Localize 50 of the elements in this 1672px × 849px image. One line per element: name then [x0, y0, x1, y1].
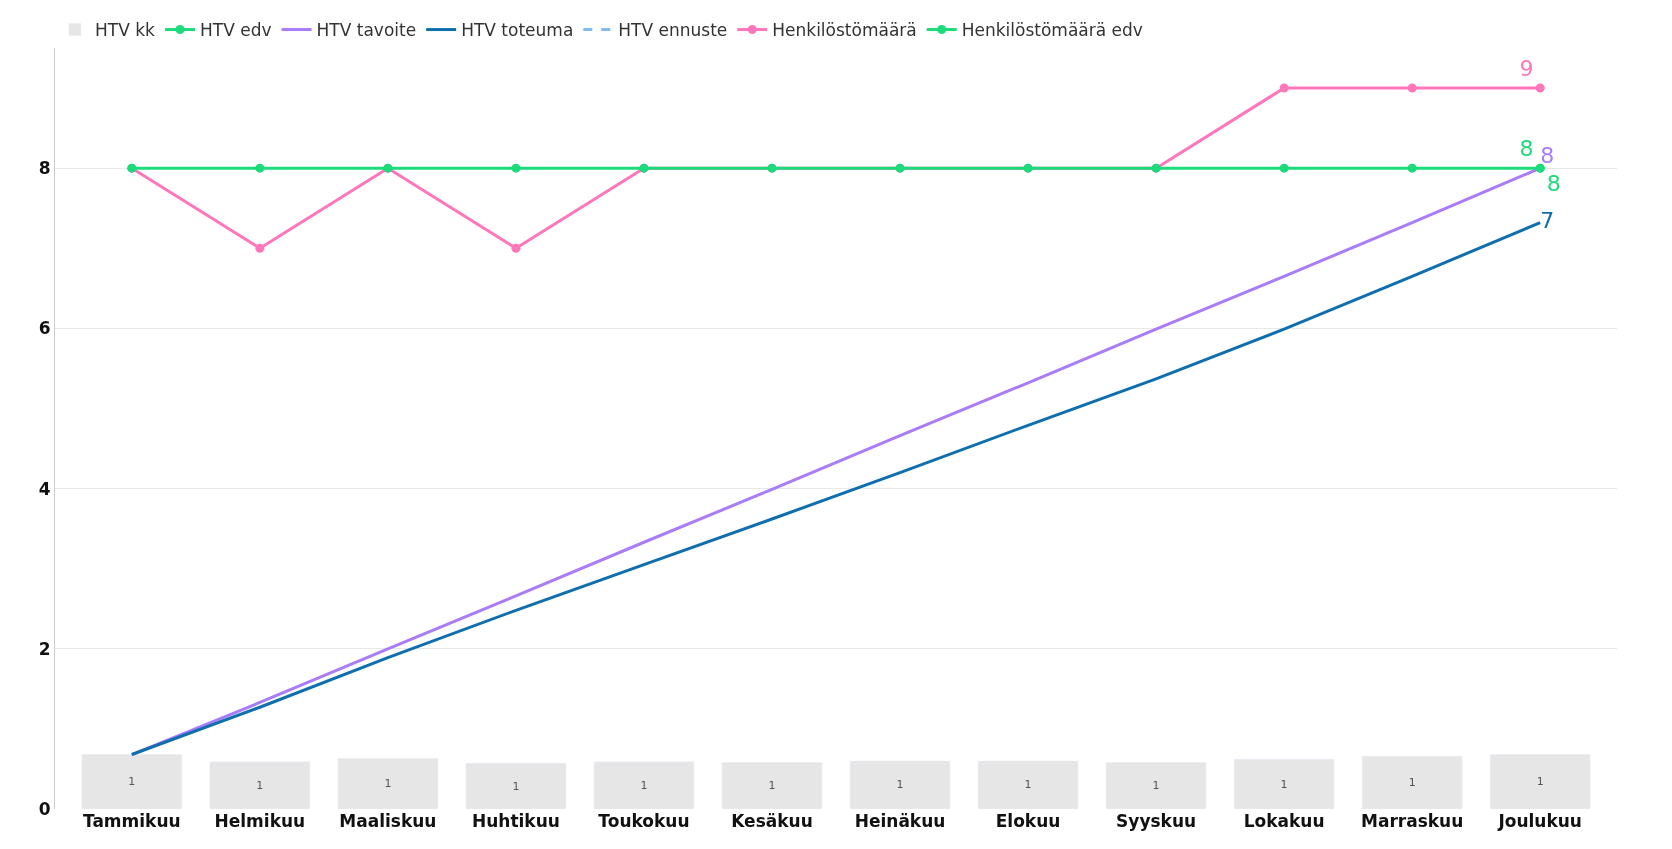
data-label: 1: [1408, 776, 1416, 790]
legend-label: HTV toteuma: [461, 20, 574, 41]
point: [1279, 163, 1289, 173]
point: [1279, 83, 1289, 93]
x-tick-label: Elokuu: [995, 811, 1061, 831]
point: [255, 163, 265, 173]
x-tick-label: Kesäkuu: [731, 811, 813, 831]
y-tick-label: 0: [38, 798, 51, 819]
data-label: 8: [1546, 171, 1561, 197]
point: [511, 243, 521, 253]
point: [1407, 163, 1417, 173]
legend-label: HTV edv: [200, 20, 272, 41]
data-label: 8: [1540, 142, 1555, 168]
data-label: 1: [640, 778, 648, 792]
data-label: 1: [256, 778, 264, 792]
y-tick-label: 4: [38, 478, 51, 499]
legend-label: HTV ennuste: [618, 20, 728, 41]
x-tick-label: Joulukuu: [1497, 811, 1582, 831]
point: [511, 163, 521, 173]
y-tick-label: 6: [38, 318, 51, 339]
legend-label: Henkilöstömäärä: [772, 20, 917, 41]
y-tick-label: 2: [38, 638, 51, 659]
data-label: 1: [1152, 779, 1160, 793]
legend-label: Henkilöstömäärä edv: [961, 20, 1143, 41]
point: [1407, 83, 1417, 93]
x-tick-label: Lokakuu: [1243, 811, 1325, 831]
data-label: 1: [384, 777, 392, 791]
x-tick-label: Helmikuu: [214, 811, 306, 831]
data-label: 1: [768, 779, 776, 793]
data-label: 1: [512, 779, 520, 793]
data-label: 1: [1536, 775, 1544, 789]
data-label: 9: [1519, 55, 1534, 81]
point: [255, 243, 265, 253]
x-tick-label: Heinäkuu: [854, 811, 946, 831]
data-label: 7: [1540, 208, 1555, 234]
legend-label: HTV kk: [95, 20, 156, 41]
x-tick-label: Toukokuu: [598, 811, 690, 831]
x-tick-label: Marraskuu: [1361, 811, 1464, 831]
data-label: 1: [1280, 777, 1288, 791]
legend-label: HTV tavoite: [316, 20, 417, 41]
y-tick-label: 8: [38, 158, 51, 179]
x-tick-label: Syyskuu: [1116, 811, 1197, 831]
x-tick-label: Huhtikuu: [471, 811, 560, 831]
data-label: 1: [896, 778, 904, 792]
x-tick-label: Tammikuu: [82, 811, 181, 831]
data-label: 1: [128, 775, 136, 789]
data-label: 1: [1024, 778, 1032, 792]
point: [1535, 83, 1545, 93]
x-tick-label: Maaliskuu: [339, 811, 437, 831]
data-label: 8: [1519, 136, 1534, 162]
